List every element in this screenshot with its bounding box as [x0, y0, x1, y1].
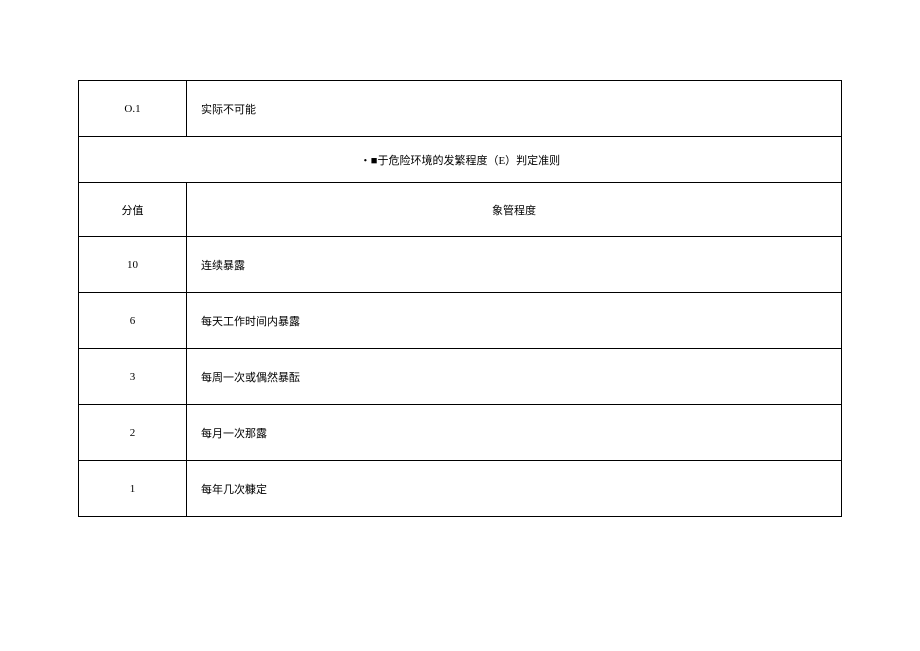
score-cell: 2 [79, 405, 187, 461]
table-row: 3 每周一次或偶然暴酝 [79, 349, 842, 405]
score-cell: 3 [79, 349, 187, 405]
table-row: 6 每天工作时间内暴露 [79, 293, 842, 349]
desc-cell: 每周一次或偶然暴酝 [187, 349, 842, 405]
score-cell: 6 [79, 293, 187, 349]
header-row: 分值 象管程度 [79, 183, 842, 237]
header-desc: 象管程度 [187, 183, 842, 237]
desc-cell: 每天工作时间内暴露 [187, 293, 842, 349]
desc-cell: 每年几次糠定 [187, 461, 842, 517]
score-cell: 1 [79, 461, 187, 517]
title-row: ・■于危险环境的发繁程度（E）判定准则 [79, 137, 842, 183]
title-cell: ・■于危险环境的发繁程度（E）判定准则 [79, 137, 842, 183]
document-page: O.1 实际不可能 ・■于危险环境的发繁程度（E）判定准则 分值 象管程度 10… [0, 0, 920, 577]
table-row: O.1 实际不可能 [79, 81, 842, 137]
desc-cell: 每月一次那露 [187, 405, 842, 461]
criteria-table: O.1 实际不可能 ・■于危险环境的发繁程度（E）判定准则 分值 象管程度 10… [78, 80, 842, 517]
table-row: 2 每月一次那露 [79, 405, 842, 461]
desc-cell: 连续暴露 [187, 237, 842, 293]
score-cell: O.1 [79, 81, 187, 137]
table-row: 1 每年几次糠定 [79, 461, 842, 517]
header-score: 分值 [79, 183, 187, 237]
table-row: 10 连续暴露 [79, 237, 842, 293]
desc-cell: 实际不可能 [187, 81, 842, 137]
score-cell: 10 [79, 237, 187, 293]
table-body: O.1 实际不可能 ・■于危险环境的发繁程度（E）判定准则 分值 象管程度 10… [79, 81, 842, 517]
